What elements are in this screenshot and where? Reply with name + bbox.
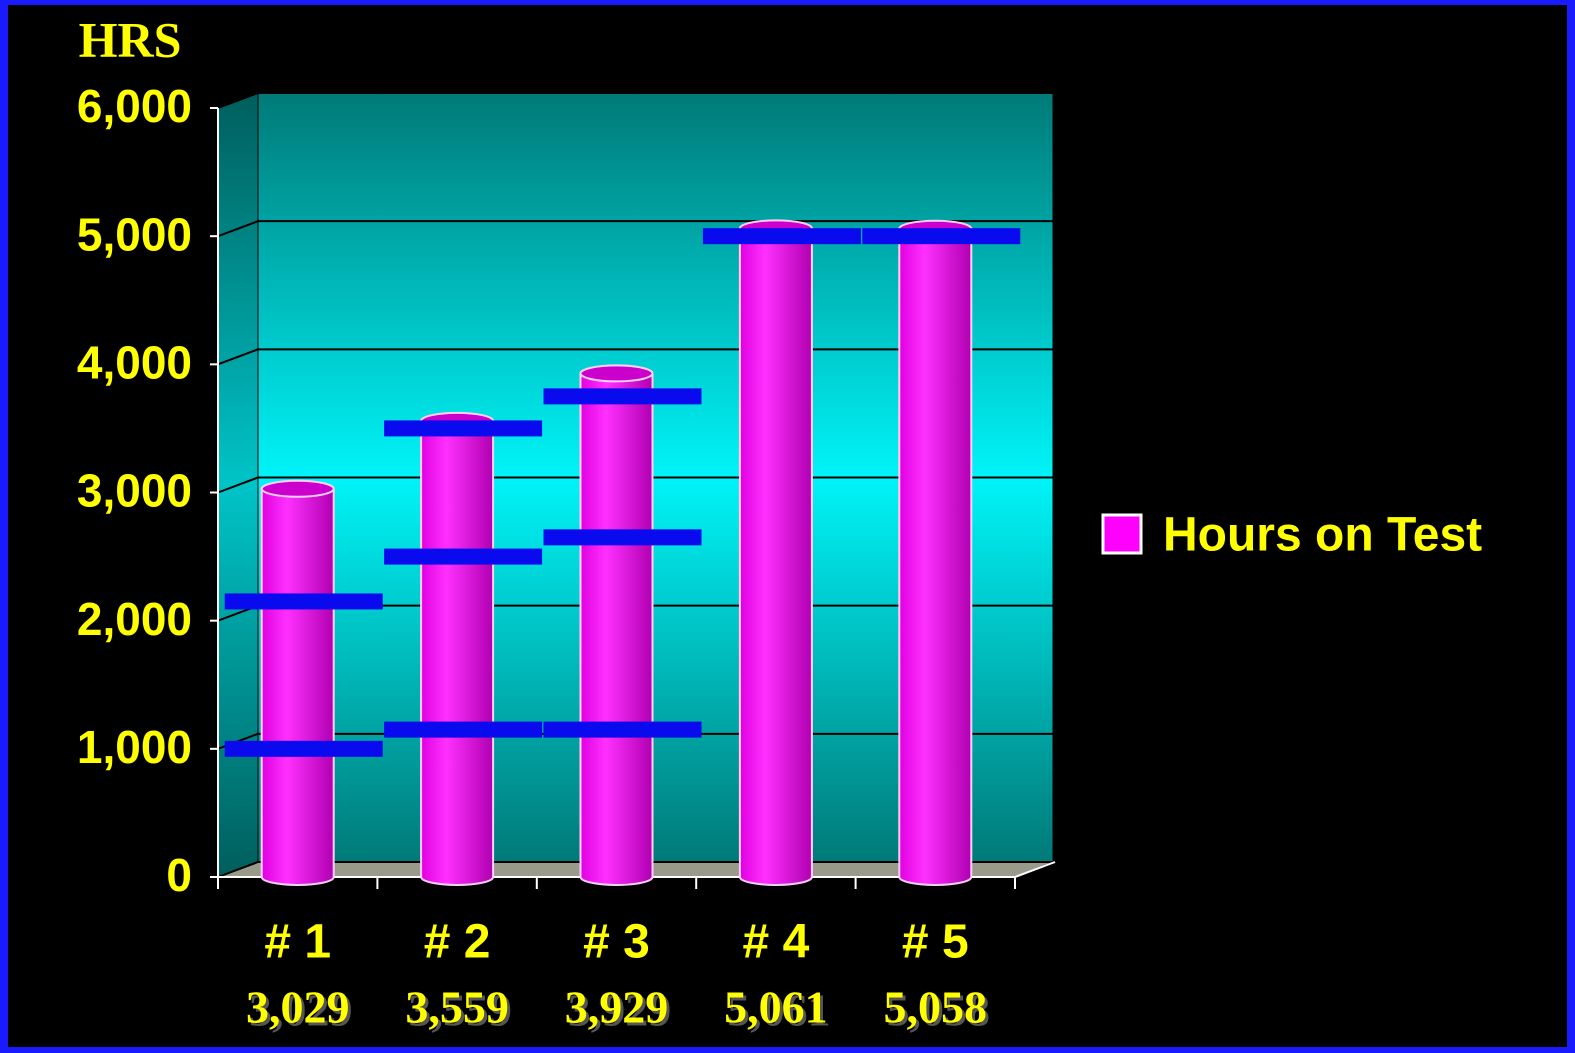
marker: [702, 228, 861, 245]
grid-line: [217, 220, 259, 238]
marker: [543, 388, 702, 405]
value-label-shadow: 3,929: [568, 985, 672, 1036]
value-label: 5,058: [884, 982, 988, 1033]
y-tick-label: 0: [166, 849, 192, 901]
value-label-shadow: 5,061: [727, 985, 831, 1036]
bar-top: [260, 479, 335, 498]
bar-body: [738, 227, 813, 886]
y-tick-label: 4,000: [77, 336, 192, 388]
marker: [224, 593, 383, 610]
value-label: 5,061: [724, 982, 828, 1033]
bar-body: [420, 419, 495, 886]
marker: [224, 740, 383, 757]
grid-line: [217, 92, 259, 109]
y-tick-label: 1,000: [77, 721, 192, 773]
grid-line: [217, 476, 259, 494]
y-tick-label: 3,000: [77, 465, 192, 517]
marker: [862, 228, 1021, 245]
value-label: 3,929: [565, 982, 669, 1033]
marker: [384, 420, 543, 437]
value-label: 3,559: [405, 982, 509, 1033]
x-tick-label: # 1: [264, 916, 331, 969]
y-tick-label: 5,000: [77, 208, 192, 260]
bar: [738, 219, 813, 886]
marker: [543, 529, 702, 546]
grid-line: [217, 348, 259, 366]
grid-line: [217, 861, 259, 878]
legend-label: Hours on Test: [1163, 509, 1482, 562]
x-tick-label: # 5: [902, 916, 969, 969]
x-tick-label: # 3: [583, 916, 650, 969]
y-tick-label: 2,000: [77, 593, 192, 645]
legend: Hours on Test: [1101, 509, 1482, 562]
y-axis-label: HRS: [79, 11, 182, 67]
bar: [420, 411, 495, 886]
bar: [898, 219, 973, 886]
x-tick-label: # 4: [743, 916, 810, 969]
marker: [384, 548, 543, 565]
value-label-shadow: 3,559: [408, 985, 512, 1036]
bar-body: [260, 487, 335, 886]
x-tick-label: # 2: [424, 916, 491, 969]
bar-body: [898, 227, 973, 886]
marker: [384, 721, 543, 738]
value-label-shadow: 5,058: [887, 985, 991, 1036]
bar: [579, 364, 654, 886]
y-tick-label: 6,000: [77, 80, 192, 132]
x-axis: [1014, 861, 1056, 878]
value-label: 3,029: [246, 982, 350, 1033]
marker: [543, 721, 702, 738]
legend-swatch: [1101, 513, 1143, 555]
bar: [260, 479, 335, 886]
bar-body: [579, 372, 654, 886]
value-label-shadow: 3,029: [249, 985, 353, 1036]
bar-top: [579, 364, 654, 383]
